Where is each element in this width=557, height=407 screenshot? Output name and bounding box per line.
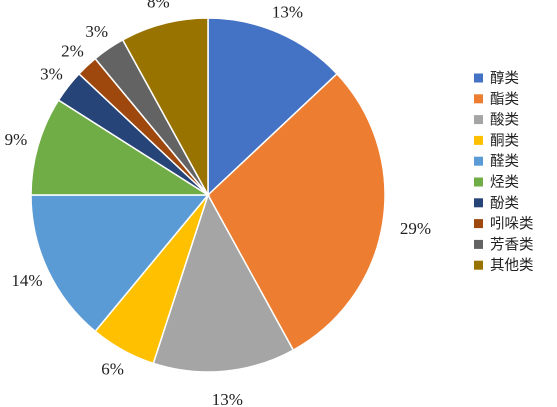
pie-value-labels: 13%29%13%6%14%9%3%2%3%8% <box>5 0 431 407</box>
legend-swatch-3 <box>474 115 483 125</box>
legend-label-1: 醇类 <box>490 70 519 87</box>
pie-value-label-3: 13% <box>212 390 243 407</box>
legend-swatch-4 <box>474 135 483 145</box>
legend-label-10: 其他类 <box>490 257 534 274</box>
pie-value-label-8: 2% <box>61 42 84 61</box>
legend-item-8: 吲哚类 <box>474 216 534 233</box>
legend-label-8: 吲哚类 <box>490 216 534 233</box>
pie-value-label-7: 3% <box>40 65 63 84</box>
pie-slice-3 <box>152 193 295 373</box>
legend-item-7: 酚类 <box>474 195 519 212</box>
pie-value-label-6: 9% <box>5 130 28 149</box>
legend-item-4: 酮类 <box>474 132 519 149</box>
legend-swatch-1 <box>474 73 483 83</box>
legend-item-3: 酸类 <box>474 112 519 129</box>
pie-value-label-2: 29% <box>400 219 431 238</box>
pie-slice-1 <box>207 17 339 197</box>
legend-label-6: 烃类 <box>490 174 519 191</box>
pie-value-label-5: 14% <box>11 271 42 290</box>
legend-label-9: 芳香类 <box>490 236 534 253</box>
pie-value-label-4: 6% <box>101 360 124 379</box>
legend-label-4: 酮类 <box>490 132 519 149</box>
legend-swatch-7 <box>474 198 483 208</box>
legend-swatch-2 <box>474 94 483 104</box>
legend-item-2: 酯类 <box>474 91 519 108</box>
pie-slices <box>30 17 386 373</box>
pie-slice-5 <box>30 194 210 333</box>
pie-value-label-10: 8% <box>147 0 170 11</box>
legend-item-10: 其他类 <box>474 257 534 274</box>
legend-item-9: 芳香类 <box>474 236 534 253</box>
legend-label-5: 醛类 <box>490 153 519 170</box>
legend-label-7: 酚类 <box>490 195 519 212</box>
legend-swatch-5 <box>474 156 483 166</box>
legend-swatch-6 <box>474 177 483 187</box>
legend-item-1: 醇类 <box>474 70 519 87</box>
pie-slice-2 <box>207 72 386 352</box>
legend-item-6: 烃类 <box>474 174 519 191</box>
pie-value-label-9: 3% <box>85 22 108 41</box>
pie-value-label-1: 13% <box>272 2 303 21</box>
legend-label-3: 酸类 <box>490 112 519 129</box>
pie-slice-10 <box>121 17 209 196</box>
legend-swatch-10 <box>474 260 483 270</box>
legend-swatch-8 <box>474 219 483 229</box>
legend-swatch-9 <box>474 239 483 249</box>
legend-label-2: 酯类 <box>490 91 519 108</box>
pie-slice-6 <box>30 99 211 196</box>
legend-item-5: 醛类 <box>474 153 519 170</box>
